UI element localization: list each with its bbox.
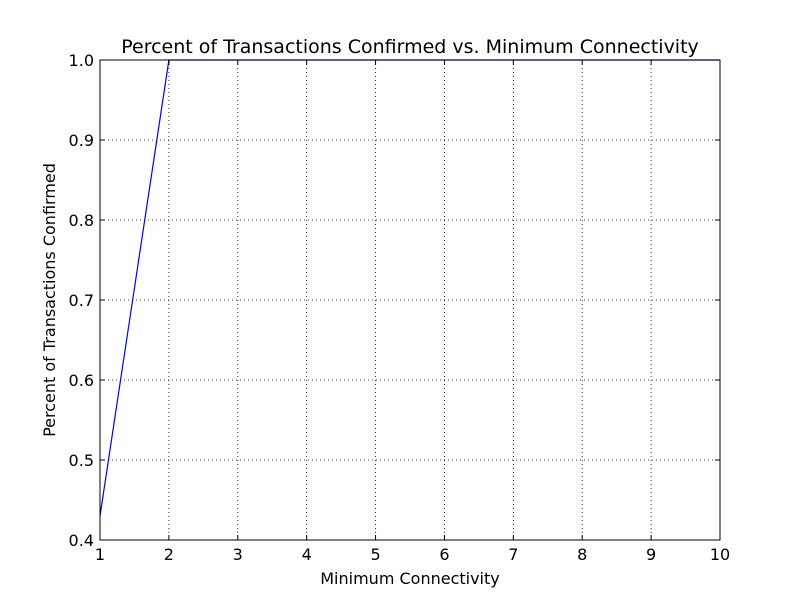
- y-axis-label: Percent of Transactions Confirmed: [40, 163, 59, 437]
- y-tick-label: 0.8: [69, 211, 94, 230]
- series-layer: [99, 59, 720, 517]
- ticks: 1 2 3 4 5 6 7 8 9 10 0.4 0.5 0.6 0.7 0.8 0.9 1.0: [69, 51, 731, 564]
- y-tick-label: 0.9: [69, 131, 94, 150]
- x-tick-label: 6: [439, 545, 449, 564]
- y-tick-label: 1.0: [69, 51, 94, 70]
- x-tick-label: 7: [508, 545, 518, 564]
- series-line: [99, 59, 720, 517]
- grid: [99, 59, 721, 541]
- y-tick-label: 0.6: [69, 371, 94, 390]
- x-tick-label: 1: [95, 545, 105, 564]
- chart-title: Percent of Transactions Confirmed vs. Mi…: [121, 36, 699, 58]
- x-tick-label: 10: [710, 545, 730, 564]
- x-tick-label: 9: [646, 545, 656, 564]
- y-tick-label: 0.7: [69, 291, 94, 310]
- y-tick-label: 0.5: [69, 451, 94, 470]
- x-axis-label: Minimum Connectivity: [320, 569, 500, 588]
- x-tick-label: 5: [370, 545, 380, 564]
- x-tick-label: 4: [302, 545, 312, 564]
- x-tick-label: 2: [164, 545, 174, 564]
- x-tick-label: 3: [233, 545, 243, 564]
- y-tick-label: 0.4: [69, 531, 94, 550]
- x-tick-label: 8: [577, 545, 587, 564]
